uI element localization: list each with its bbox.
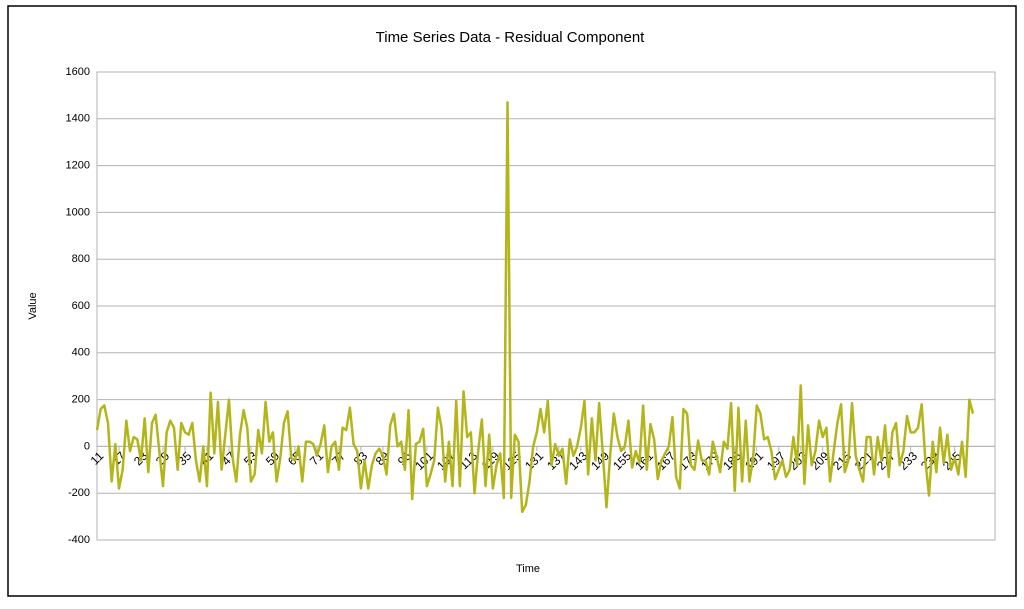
y-tick-label: 1200 bbox=[66, 160, 90, 172]
y-tick-label: 0 bbox=[84, 440, 90, 452]
y-tick-label: 200 bbox=[72, 394, 90, 406]
y-tick-label: 800 bbox=[72, 253, 90, 265]
y-tick-label: 1000 bbox=[66, 206, 90, 218]
x-axis-title: Time bbox=[516, 563, 540, 575]
chart-frame bbox=[7, 5, 1017, 597]
y-tick-label: 1400 bbox=[66, 113, 90, 125]
y-axis-title: Value bbox=[27, 292, 39, 319]
y-tick-label: -200 bbox=[68, 487, 90, 499]
y-tick-label: 400 bbox=[72, 347, 90, 359]
y-tick-label: 1600 bbox=[66, 66, 90, 78]
y-tick-label: 600 bbox=[72, 300, 90, 312]
series-line bbox=[95, 101, 975, 514]
chart-title: Time Series Data - Residual Component bbox=[376, 29, 646, 46]
y-tick-label: -400 bbox=[68, 534, 90, 546]
